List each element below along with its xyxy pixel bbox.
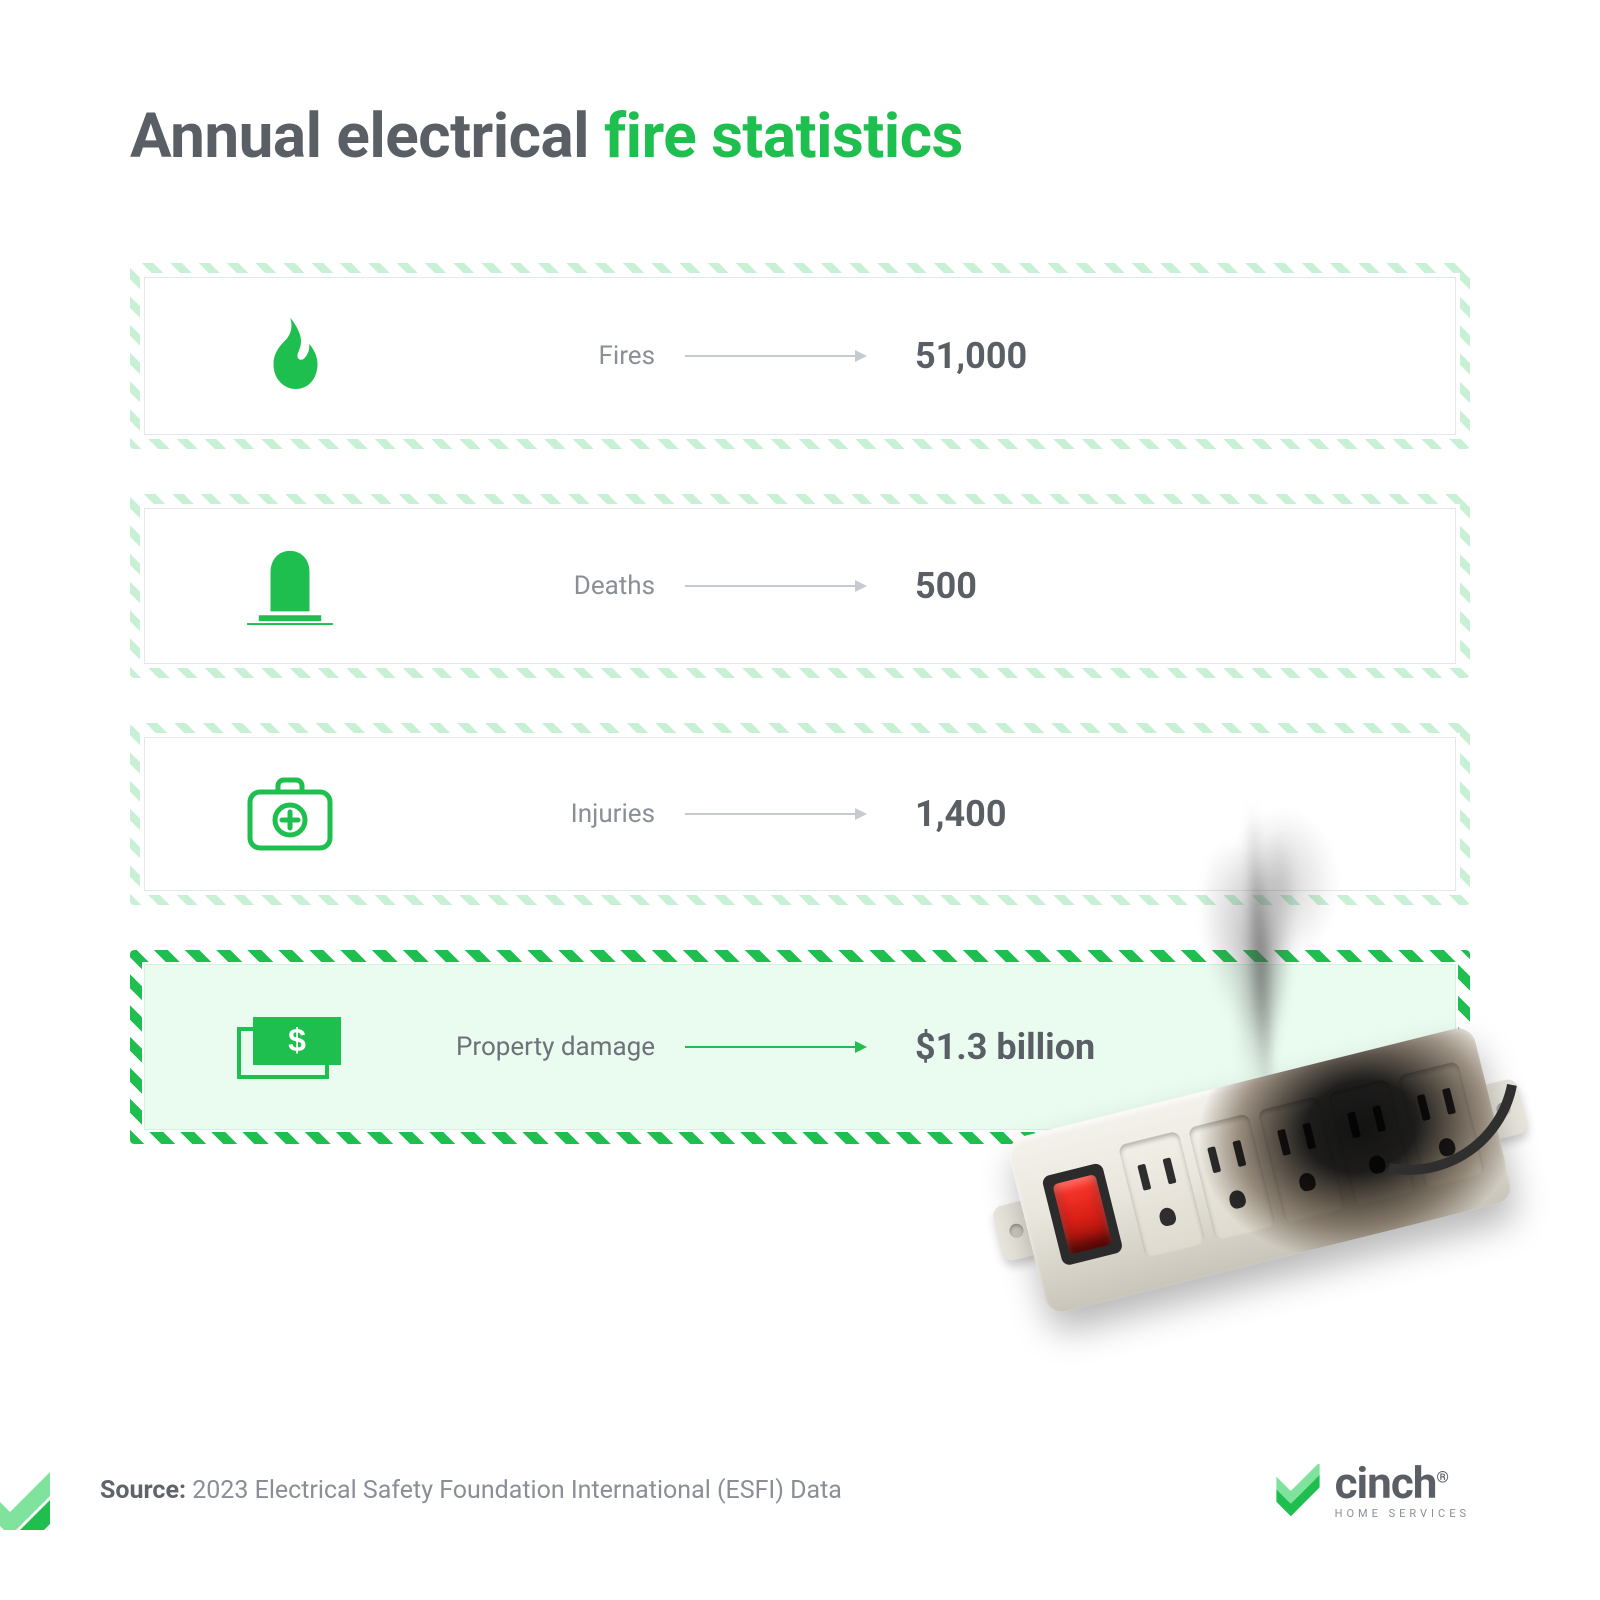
stat-card-deaths: Deaths 500 xyxy=(130,494,1470,678)
flame-icon xyxy=(185,316,395,396)
arrow-icon xyxy=(655,355,885,357)
stat-value: 500 xyxy=(885,565,977,607)
stat-value: 1,400 xyxy=(885,793,1006,835)
arrow-icon xyxy=(655,813,885,815)
source-label: Source: xyxy=(100,1476,186,1505)
svg-text:$: $ xyxy=(288,1022,306,1058)
money-icon: $ xyxy=(185,1013,395,1081)
title-prefix: Annual electrical xyxy=(130,100,604,173)
stat-label: Fires xyxy=(395,341,655,371)
stat-label: Deaths xyxy=(395,571,655,601)
tombstone-icon xyxy=(185,547,395,625)
registered-mark: ® xyxy=(1436,1467,1448,1486)
stat-value: $1.3 billion xyxy=(885,1026,1095,1068)
source-citation: Source: 2023 Electrical Safety Foundatio… xyxy=(100,1476,842,1505)
source-text: 2023 Electrical Safety Foundation Intern… xyxy=(192,1476,842,1505)
stat-label: Injuries xyxy=(395,799,655,829)
arrow-icon xyxy=(655,585,885,587)
logo-name: cinch xyxy=(1335,1457,1437,1509)
stat-card-injuries: Injuries 1,400 xyxy=(130,723,1470,905)
logo-tagline: HOME SERVICES xyxy=(1335,1507,1470,1520)
title-highlight: fire statistics xyxy=(604,100,963,173)
stat-label: Property damage xyxy=(395,1032,655,1062)
stat-value: 51,000 xyxy=(885,335,1027,377)
arrow-icon xyxy=(655,1046,885,1048)
page-title: Annual electrical fire statistics xyxy=(130,100,1470,173)
stat-card-fires: Fires 51,000 xyxy=(130,263,1470,449)
brand-logo: cinch® HOME SERVICES xyxy=(1271,1461,1470,1520)
medkit-icon xyxy=(185,776,395,852)
logo-checkmark-icon xyxy=(1271,1464,1325,1518)
